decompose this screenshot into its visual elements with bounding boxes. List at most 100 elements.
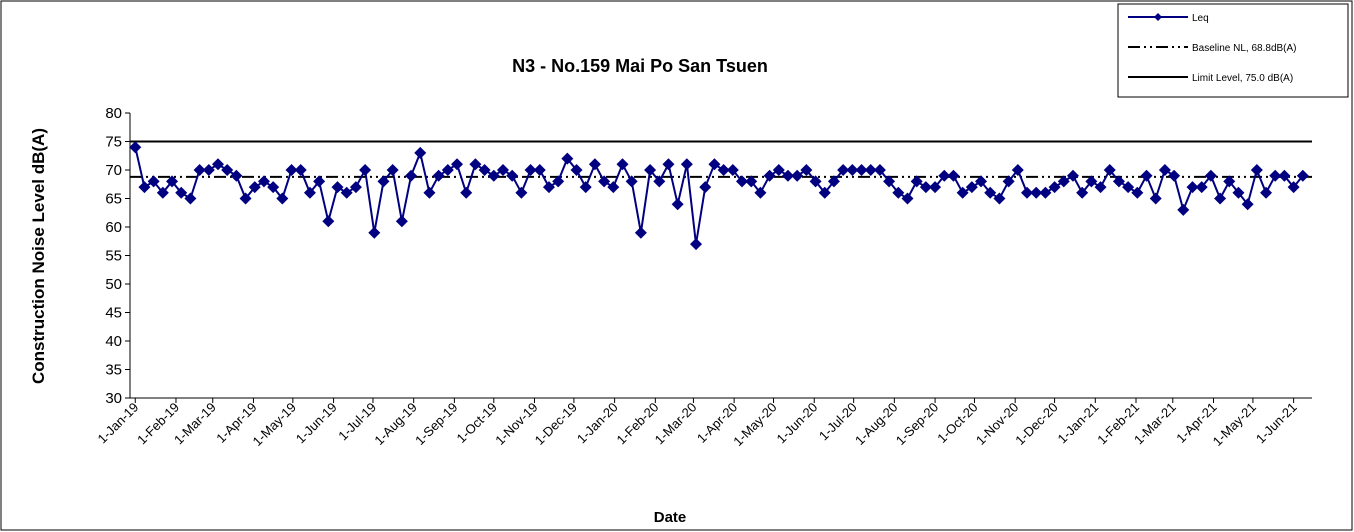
data-point [1287,181,1300,194]
data-point [533,164,546,176]
data-point [221,164,234,176]
data-point [763,169,776,182]
data-point [726,164,739,176]
data-point [662,158,675,171]
data-point [469,158,482,171]
data-point [699,181,712,194]
y-tick-label: 35 [105,362,122,379]
data-point [368,226,381,239]
data-point [184,192,197,205]
data-point [956,186,969,199]
x-axis-label: Date [654,509,687,526]
data-point [294,164,307,176]
y-tick-label: 45 [105,305,122,322]
y-tick-label: 40 [105,333,122,350]
data-point [827,175,840,188]
data-point [138,181,151,194]
data-point [451,158,464,171]
data-point [202,164,215,176]
legend-label: Limit Level, 75.0 dB(A) [1192,73,1293,84]
data-point [1168,169,1181,182]
data-point [855,164,868,176]
data-point [322,215,335,228]
data-point [837,164,850,176]
data-point [1186,181,1199,194]
y-tick-label: 30 [105,390,122,407]
data-point [1030,186,1043,199]
data-point [1269,169,1282,182]
data-point [791,169,804,182]
data-point [359,164,372,176]
data-point [883,175,896,188]
data-point [579,181,592,194]
data-point [515,186,528,199]
chart-title: N3 - No.159 Mai Po San Tsuen [512,56,768,76]
data-point [708,158,721,171]
data-point [129,141,142,154]
data-point [1232,186,1245,199]
data-point [230,169,243,182]
data-point [1112,175,1125,188]
data-point [745,175,758,188]
data-point [423,186,436,199]
data-point [929,181,942,194]
data-point [1149,192,1162,205]
data-point [736,175,749,188]
data-point [901,192,914,205]
y-tick-label: 50 [105,276,122,293]
data-point [919,181,932,194]
data-point [864,164,877,176]
data-point [303,186,316,199]
data-point [552,175,565,188]
data-point [1214,192,1227,205]
data-point [1241,198,1254,211]
data-point [975,175,988,188]
data-point [616,158,629,171]
data-point [781,169,794,182]
y-tick-label: 80 [105,105,122,122]
data-point [496,164,509,176]
data-point [1021,186,1034,199]
data-point [349,181,362,194]
data-point [405,169,418,182]
data-point [717,164,730,176]
data-point [809,175,822,188]
data-point [754,186,767,199]
data-point [561,152,574,165]
data-point [892,186,905,199]
data-point [772,164,785,176]
data-point [1223,175,1236,188]
data-point [267,181,280,194]
data-point [910,175,923,188]
data-point [285,164,298,176]
data-point [598,175,611,188]
data-point [800,164,813,176]
data-point [166,175,179,188]
legend-label: Leq [1192,13,1209,24]
data-point [1195,181,1208,194]
data-point [993,192,1006,205]
data-point [257,175,270,188]
data-point [1076,186,1089,199]
data-point [1131,186,1144,199]
data-point [193,164,206,176]
data-point [395,215,408,228]
data-point [690,238,703,251]
data-point [340,186,353,199]
data-point [1204,169,1217,182]
data-point [524,164,537,176]
y-tick-label: 75 [105,134,122,151]
data-point [607,181,620,194]
y-tick-label: 65 [105,191,122,208]
legend-box [1117,3,1349,98]
data-point [1048,181,1061,194]
y-tick-label: 70 [105,162,122,179]
data-point [1066,169,1079,182]
data-point [1002,175,1015,188]
legend-label: Baseline NL, 68.8dB(A) [1192,43,1297,54]
data-point [634,226,647,239]
data-point [487,169,500,182]
data-point [818,186,831,199]
data-point [248,181,261,194]
